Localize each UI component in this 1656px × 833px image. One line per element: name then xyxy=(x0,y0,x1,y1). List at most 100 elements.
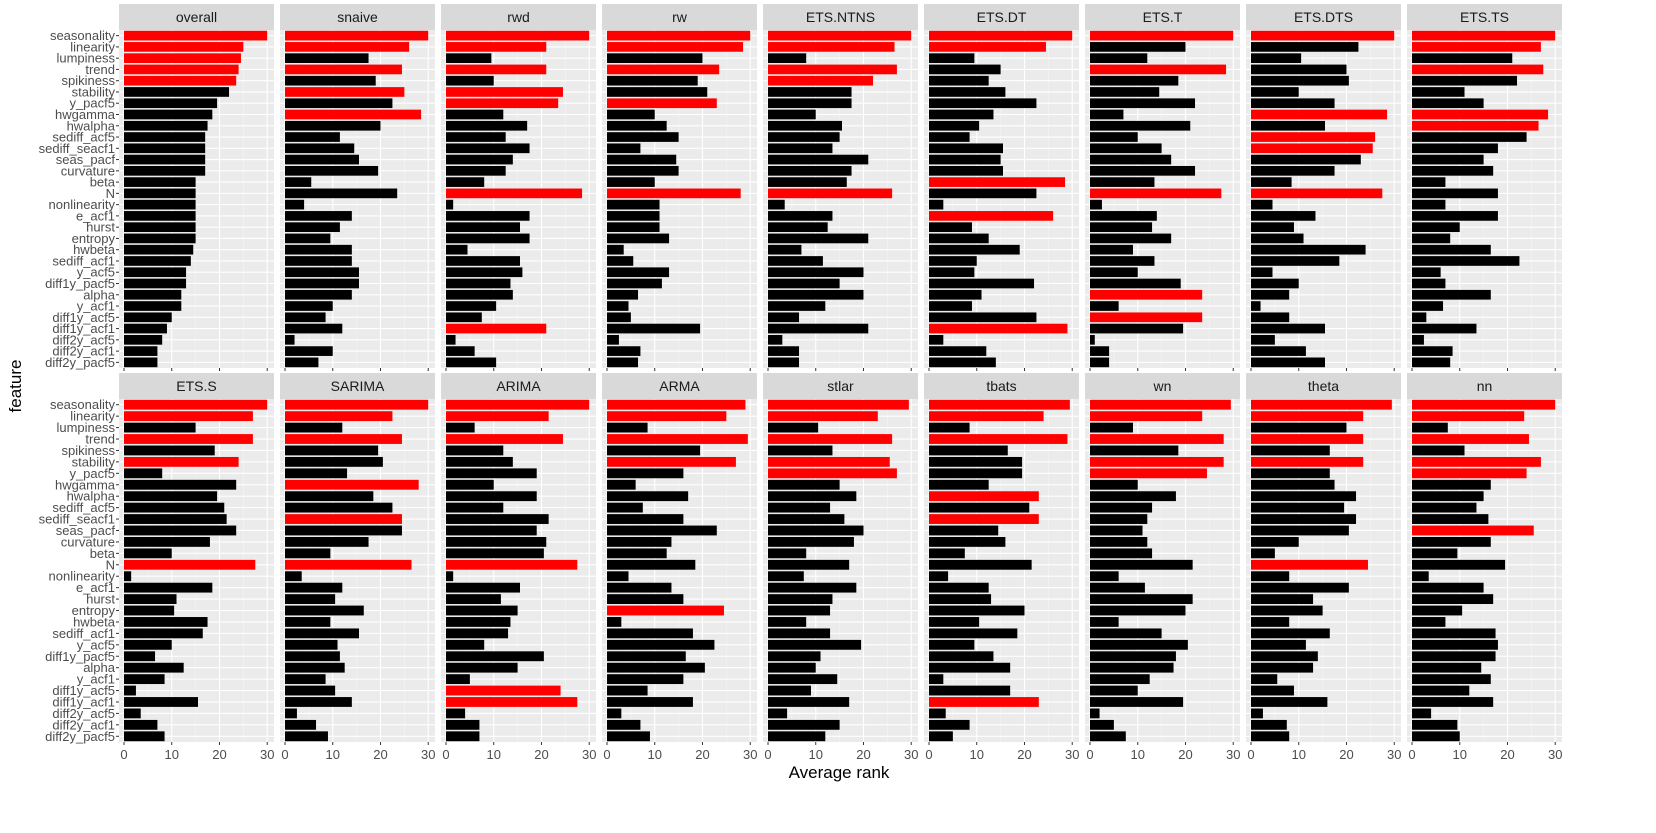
bar-y_acf5 xyxy=(124,267,187,278)
y-tick-label: beta xyxy=(90,546,116,561)
bar-entropy xyxy=(607,233,670,244)
bar-spikiness xyxy=(1090,75,1179,86)
bar-diff1y_acf5 xyxy=(1412,685,1470,696)
bar-diff2y_acf5 xyxy=(285,334,295,345)
panel-strip xyxy=(441,373,596,399)
bar-y_pacf5 xyxy=(124,98,218,109)
bar-trend xyxy=(929,434,1068,444)
bar-sediff_seacf1 xyxy=(1251,143,1373,154)
bar-e_acf1 xyxy=(768,211,833,221)
y-tick-label: e_acf1 xyxy=(76,208,115,223)
bar-hwalpha xyxy=(285,491,374,502)
bar-alpha xyxy=(124,289,182,300)
bar-seas_pacf xyxy=(1090,525,1143,536)
panel-strip xyxy=(763,373,918,399)
bar-hwalpha xyxy=(768,491,857,502)
x-tick-label: 10 xyxy=(1453,747,1467,762)
bar-lumpiness xyxy=(1251,53,1302,64)
bar-diff1y_pacf5 xyxy=(124,651,156,662)
panel-ETS.TS: ETS.TS0102030 xyxy=(1407,4,1562,388)
bar-diff2y_acf1 xyxy=(446,346,475,356)
bar-seas_pacf xyxy=(1251,525,1349,536)
y-tick-label: curvature xyxy=(61,163,115,178)
bar-trend xyxy=(1090,64,1227,75)
bar-y_acf1 xyxy=(1090,301,1119,311)
bar-seas_pacf xyxy=(446,154,513,165)
bar-stability xyxy=(1251,87,1299,97)
bar-sediff_acf5 xyxy=(929,502,1030,513)
bar-alpha xyxy=(768,662,816,673)
panel-title: ARMA xyxy=(659,378,700,394)
bar-N xyxy=(768,559,850,570)
bar-stability xyxy=(768,456,890,467)
bar-N xyxy=(446,188,583,199)
bar-diff2y_acf1 xyxy=(446,719,480,730)
panel-background xyxy=(763,399,918,742)
bar-hurst xyxy=(1251,222,1294,233)
bar-y_pacf5 xyxy=(768,98,852,109)
bar-y_acf5 xyxy=(285,267,359,278)
bar-diff2y_pacf5 xyxy=(1251,357,1325,368)
bar-y_acf1 xyxy=(124,674,165,685)
bar-linearity xyxy=(607,42,744,52)
bar-nonlinearity xyxy=(1412,571,1429,582)
bar-sediff_acf1 xyxy=(446,256,520,266)
bar-diff2y_acf1 xyxy=(929,719,970,730)
bar-seasonality xyxy=(285,30,429,41)
bar-diff2y_acf5 xyxy=(607,334,619,345)
bar-nonlinearity xyxy=(285,199,305,210)
bar-hwbeta xyxy=(1251,244,1366,255)
bar-lumpiness xyxy=(1090,422,1133,433)
bar-hurst xyxy=(768,594,833,604)
bar-alpha xyxy=(929,662,1011,673)
bar-y_pacf5 xyxy=(607,98,717,109)
y-tick-label: lumpiness xyxy=(56,420,115,435)
bar-diff1y_acf1 xyxy=(929,697,1039,707)
bar-lumpiness xyxy=(285,53,369,64)
bar-N xyxy=(1090,188,1222,199)
panel-background xyxy=(1085,30,1240,368)
bar-trend xyxy=(285,434,402,444)
bar-y_acf1 xyxy=(768,301,826,311)
bar-stability xyxy=(929,456,1023,467)
bar-seasonality xyxy=(1090,30,1234,41)
bar-y_acf5 xyxy=(929,267,975,278)
x-tick-label: 10 xyxy=(809,747,823,762)
bar-sediff_seacf1 xyxy=(285,143,355,154)
bar-diff1y_pacf5 xyxy=(124,278,187,289)
bar-spikiness xyxy=(446,445,504,456)
y-tick-label: y_acf5 xyxy=(77,265,115,280)
y-tick-label: alpha xyxy=(83,287,116,302)
bar-diff2y_pacf5 xyxy=(124,357,158,368)
bar-seasonality xyxy=(1251,399,1392,410)
bar-beta xyxy=(1090,548,1153,559)
bar-stability xyxy=(446,87,563,97)
bar-diff2y_acf1 xyxy=(1412,719,1458,730)
bar-beta xyxy=(929,548,965,559)
y-tick-label: diff1y_acf1 xyxy=(52,694,115,709)
bar-y_pacf5 xyxy=(929,98,1037,109)
bar-sediff_acf1 xyxy=(768,628,831,639)
bar-y_acf5 xyxy=(768,639,862,650)
x-tick-label: 30 xyxy=(421,747,435,762)
bar-spikiness xyxy=(929,75,989,86)
bar-y_acf1 xyxy=(446,674,470,685)
bar-seas_pacf xyxy=(1412,525,1534,536)
bar-linearity xyxy=(768,42,895,52)
bar-N xyxy=(285,559,412,570)
panel-stlar: stlar 0 10 20 30 xyxy=(763,373,918,762)
x-tick-label: 10 xyxy=(1131,747,1145,762)
bar-hurst xyxy=(1412,594,1494,604)
y-tick-label: linearity xyxy=(70,39,115,54)
bar-trend xyxy=(768,64,897,75)
bar-hwgamma xyxy=(1251,109,1388,120)
bar-diff1y_pacf5 xyxy=(1251,278,1299,289)
bar-N xyxy=(124,559,256,570)
y-tick-label: spikiness xyxy=(62,73,116,88)
bar-hwalpha xyxy=(446,491,537,502)
bar-sediff_acf1 xyxy=(1412,256,1520,266)
panel-strip xyxy=(1246,373,1401,399)
x-tick-label: 0 xyxy=(1408,747,1415,762)
bar-diff1y_acf5 xyxy=(929,312,1037,323)
bar-curvature xyxy=(446,537,547,547)
